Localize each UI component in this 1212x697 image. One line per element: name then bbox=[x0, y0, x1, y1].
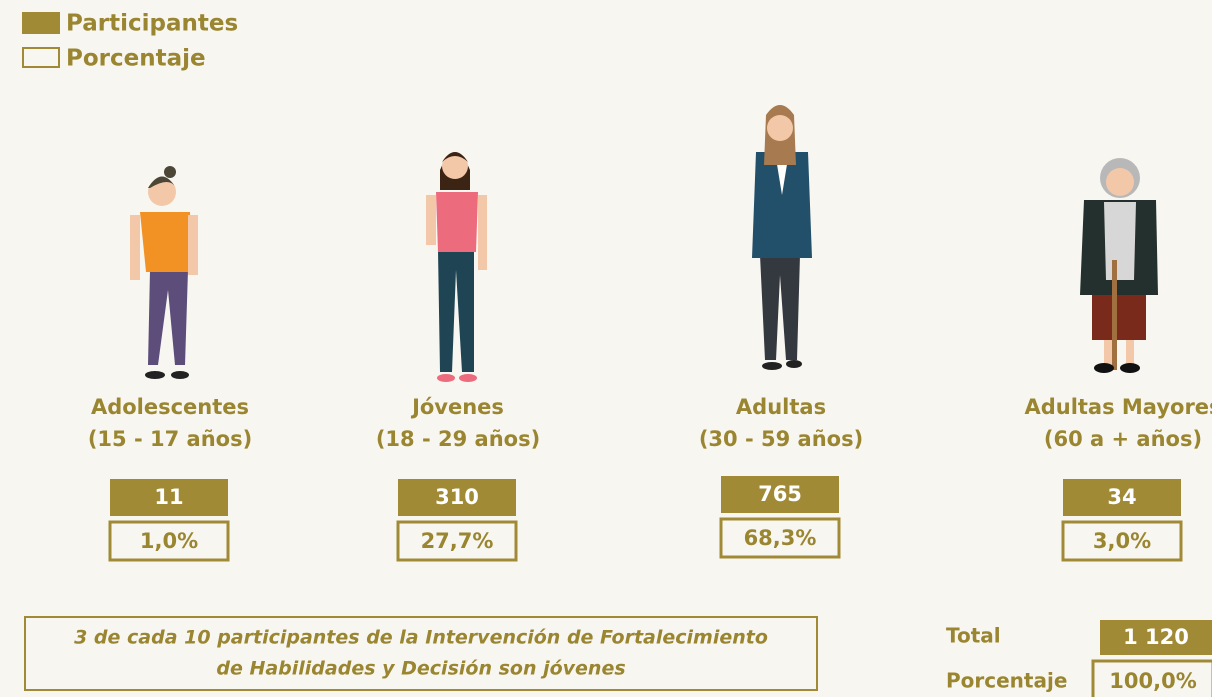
group-range: (15 - 17 años) bbox=[88, 427, 252, 451]
legend-percentage: Porcentaje bbox=[66, 46, 206, 72]
group-label: Adultas Mayores bbox=[1024, 395, 1212, 419]
legend-swatch-filled bbox=[22, 12, 60, 34]
percentage-value: 27,7% bbox=[421, 529, 494, 553]
percentage-value: 68,3% bbox=[744, 526, 817, 550]
participants-value: 310 bbox=[435, 485, 479, 509]
participants-value: 765 bbox=[758, 482, 802, 506]
group-range: (30 - 59 años) bbox=[699, 427, 863, 451]
total-label: Total bbox=[946, 624, 1001, 648]
infographic: Participantes Porcentaje bbox=[0, 0, 1212, 697]
percentage-value: 3,0% bbox=[1093, 529, 1151, 553]
participants-value: 11 bbox=[154, 485, 183, 509]
group-label: Adultas bbox=[736, 395, 826, 419]
group-range: (60 a + años) bbox=[1044, 427, 1202, 451]
percentage-value: 1,0% bbox=[140, 529, 198, 553]
participants-value: 34 bbox=[1107, 485, 1136, 509]
total-percentage: 100,0% bbox=[1109, 669, 1196, 693]
total-percentage-label: Porcentaje bbox=[946, 669, 1067, 693]
note-line: 3 de cada 10 participantes de la Interve… bbox=[74, 627, 768, 649]
group-range: (18 - 29 años) bbox=[376, 427, 540, 451]
legend-participants: Participantes bbox=[66, 11, 238, 37]
total-value: 1 120 bbox=[1123, 625, 1189, 649]
group-label: Adolescentes bbox=[91, 395, 249, 419]
group-label: Jóvenes bbox=[410, 395, 504, 419]
note-line: de Habilidades y Decisión son jóvenes bbox=[216, 658, 625, 680]
